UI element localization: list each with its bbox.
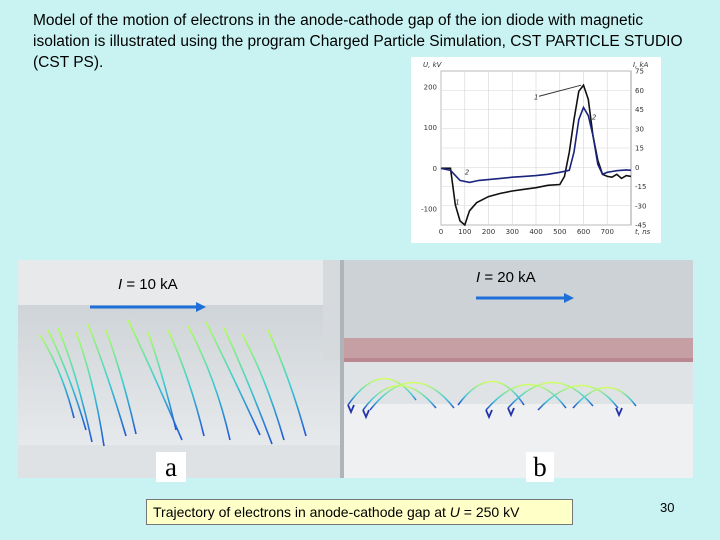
current-label-b: I = 20 kA [476, 269, 536, 286]
x-tick-label: 100 [458, 228, 471, 236]
right-tick-label: -15 [635, 183, 646, 191]
x-tick-label: 200 [482, 228, 495, 236]
series-annotation-1: 1 [534, 93, 538, 101]
left-tick-label: 100 [424, 124, 437, 132]
right-tick-label: 60 [635, 87, 644, 95]
right-tick-label: 30 [635, 125, 644, 133]
x-tick-label: 600 [577, 228, 590, 236]
x-axis-label: t, ns [635, 228, 651, 236]
x-tick-label: 500 [553, 228, 566, 236]
y-right-axis-label: I, kA [633, 61, 649, 69]
right-tick-label: 75 [635, 68, 644, 76]
voltage-current-chart: 0 100 200 300 400 500 600 700 75 60 45 30 15 0 -15 -30 -… [411, 57, 661, 243]
left-tick-label: -100 [421, 205, 437, 213]
series-line-2 [440, 105, 632, 184]
series-line-1 [441, 83, 632, 227]
left-tick-label: 200 [424, 84, 437, 92]
intro-text: Model of the motion of electrons in the … [33, 12, 683, 71]
right-tick-label: 0 [635, 164, 639, 172]
right-tick-label: 45 [635, 106, 644, 114]
panel-label-a: a [156, 452, 186, 482]
x-tick-label: 400 [529, 228, 542, 236]
right-tick-label: -45 [635, 222, 646, 230]
left-tick-label: 0 [433, 165, 437, 173]
page-number: 30 [660, 500, 675, 515]
x-tick-label: 700 [601, 228, 614, 236]
x-tick-label: 0 [439, 228, 443, 236]
right-tick-label: 15 [635, 145, 644, 153]
annotation-leader-1 [538, 84, 582, 97]
x-tick-label: 300 [506, 228, 519, 236]
y-left-axis-label: U, kV [423, 61, 443, 69]
figure-caption: Trajectory of electrons in anode-cathode… [146, 499, 573, 525]
chart-svg: 0 100 200 300 400 500 600 700 75 60 45 30 15 0 -15 -30 -… [421, 61, 651, 236]
right-tick-label: -30 [635, 202, 646, 210]
series-annotation-2-low: 2 [465, 168, 470, 176]
simulation-image [18, 260, 693, 478]
series-annotation-2: 2 [592, 114, 597, 122]
panel-label-b: b [526, 452, 554, 482]
series-annotation-1-low: 1 [455, 199, 459, 207]
current-label-a: I = 10 kA [118, 276, 178, 293]
